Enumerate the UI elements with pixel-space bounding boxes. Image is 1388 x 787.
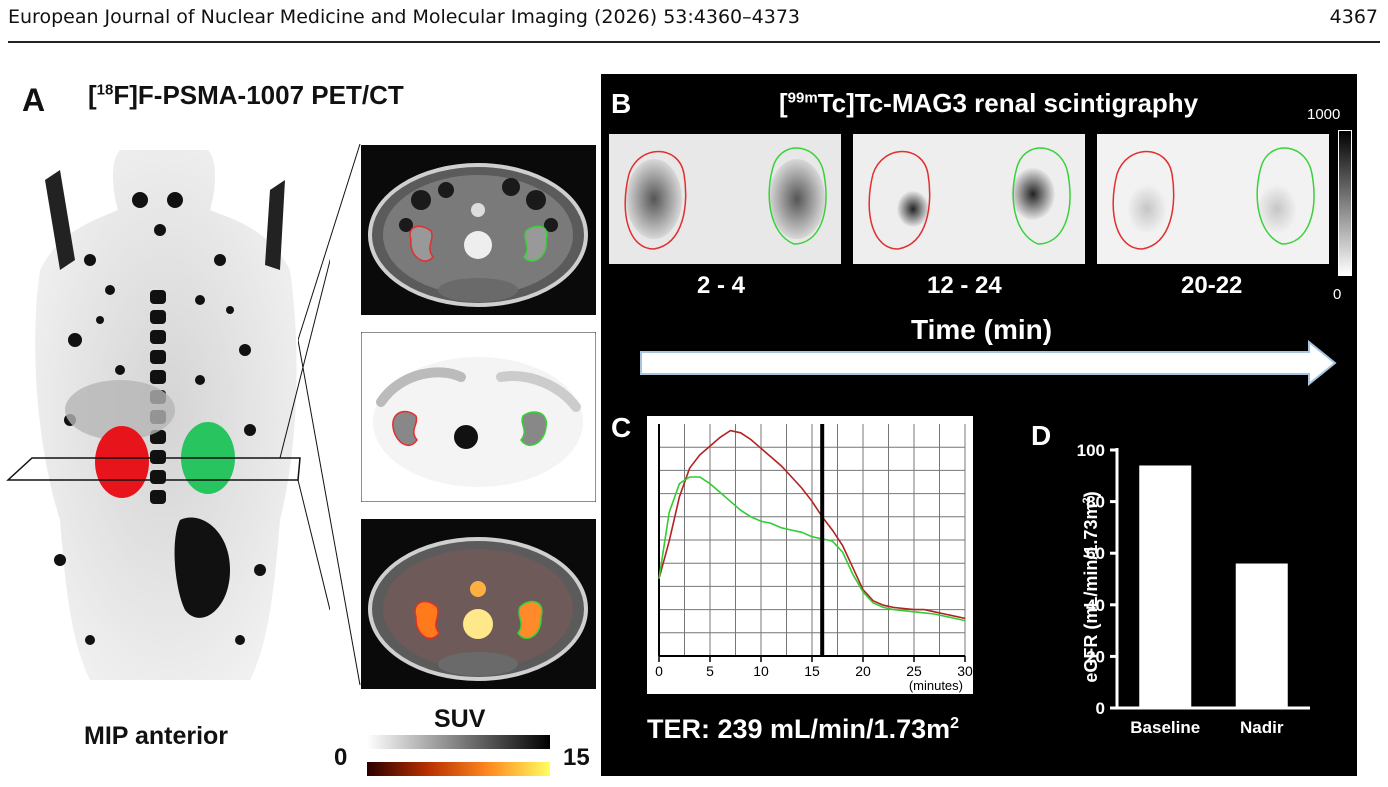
ct-axial-slice — [361, 145, 596, 315]
counts-min: 0 — [1333, 286, 1342, 303]
counts-scale-bar — [1338, 130, 1352, 276]
suv-min: 0 — [334, 744, 348, 771]
egfr-tick-label: 40 — [1086, 596, 1105, 615]
pet-axial-slice — [361, 332, 596, 502]
frame-label-1: 2 - 4 — [697, 272, 746, 299]
time-axis-label: Time (min) — [911, 314, 1053, 345]
renogram-tick-label: 10 — [753, 663, 769, 679]
renogram-tick-label: 25 — [906, 663, 922, 679]
egfr-tick-label: 80 — [1086, 493, 1105, 512]
renogram-series-2 — [658, 476, 966, 622]
renogram-tick-label: 0 — [655, 663, 663, 679]
egfr-y-axis-label: eGFR (mL/min/1.73m2) — [1081, 491, 1101, 682]
ter-value: TER: 239 mL/min/1.73m2 — [647, 714, 960, 744]
egfr-tick-label: 100 — [1077, 441, 1105, 460]
scint-frame-3 — [1097, 134, 1329, 264]
egfr-bar-baseline — [1139, 465, 1192, 708]
panel-bcd-background: B [99mTc]Tc-MAG3 renal scintigraphy 1000… — [601, 74, 1371, 776]
egfr-bar-nadir — [1235, 563, 1288, 708]
scint-frame-2 — [853, 134, 1085, 264]
panel-b-title: [99mTc]Tc-MAG3 renal scintigraphy — [779, 88, 1199, 118]
egfr-bar-chart: 0 20 40 60 80 100 Baseline Nadir eGFR (mL/min/… — [1077, 441, 1310, 737]
scint-frame-1 — [609, 134, 841, 264]
header-rule — [8, 41, 1380, 43]
frame-label-2: 12 - 24 — [927, 272, 1002, 299]
suv-gray-scale — [367, 735, 550, 749]
renogram-tick-label: 5 — [706, 663, 714, 679]
mip-anterior-label: MIP anterior — [84, 722, 229, 750]
counts-axis-label: Counts — [1356, 174, 1371, 216]
renogram-series-1 — [658, 429, 966, 620]
egfr-tick-label: 60 — [1086, 544, 1105, 563]
panel-d-letter: D — [1031, 420, 1052, 451]
egfr-category-label: Nadir — [1240, 718, 1284, 737]
journal-citation: European Journal of Nuclear Medicine and… — [8, 6, 800, 28]
suv-max: 15 — [563, 744, 590, 771]
panel-a-letter: A — [22, 82, 46, 118]
suv-hot-scale — [367, 762, 550, 776]
renogram-tick-label: 15 — [804, 663, 820, 679]
mip-anterior-image — [6, 150, 330, 680]
renogram-tick-label: 20 — [855, 663, 871, 679]
suv-label: SUV — [434, 705, 486, 733]
petct-fusion-slice — [361, 519, 596, 689]
panel-c-letter: C — [611, 412, 632, 443]
counts-max: 1000 — [1307, 106, 1341, 123]
time-arrow — [640, 340, 1337, 386]
renogram-chart: 0 5 10 15 20 25 30 (minutes) — [647, 416, 973, 694]
renogram-tick-label: 30 — [957, 663, 973, 679]
egfr-tick-label: 0 — [1096, 699, 1105, 718]
left-kidney-render — [95, 426, 149, 498]
frame-label-3: 20-22 — [1181, 272, 1243, 299]
panel-b-letter: B — [611, 88, 632, 119]
egfr-category-label: Baseline — [1130, 718, 1200, 737]
page-header: European Journal of Nuclear Medicine and… — [0, 0, 1388, 44]
panel-a-title: [18F]F-PSMA-1007 PET/CT — [88, 80, 404, 110]
page-number: 4367 — [1329, 6, 1378, 28]
egfr-tick-label: 20 — [1086, 647, 1105, 666]
renogram-x-unit: (minutes) — [909, 678, 963, 693]
